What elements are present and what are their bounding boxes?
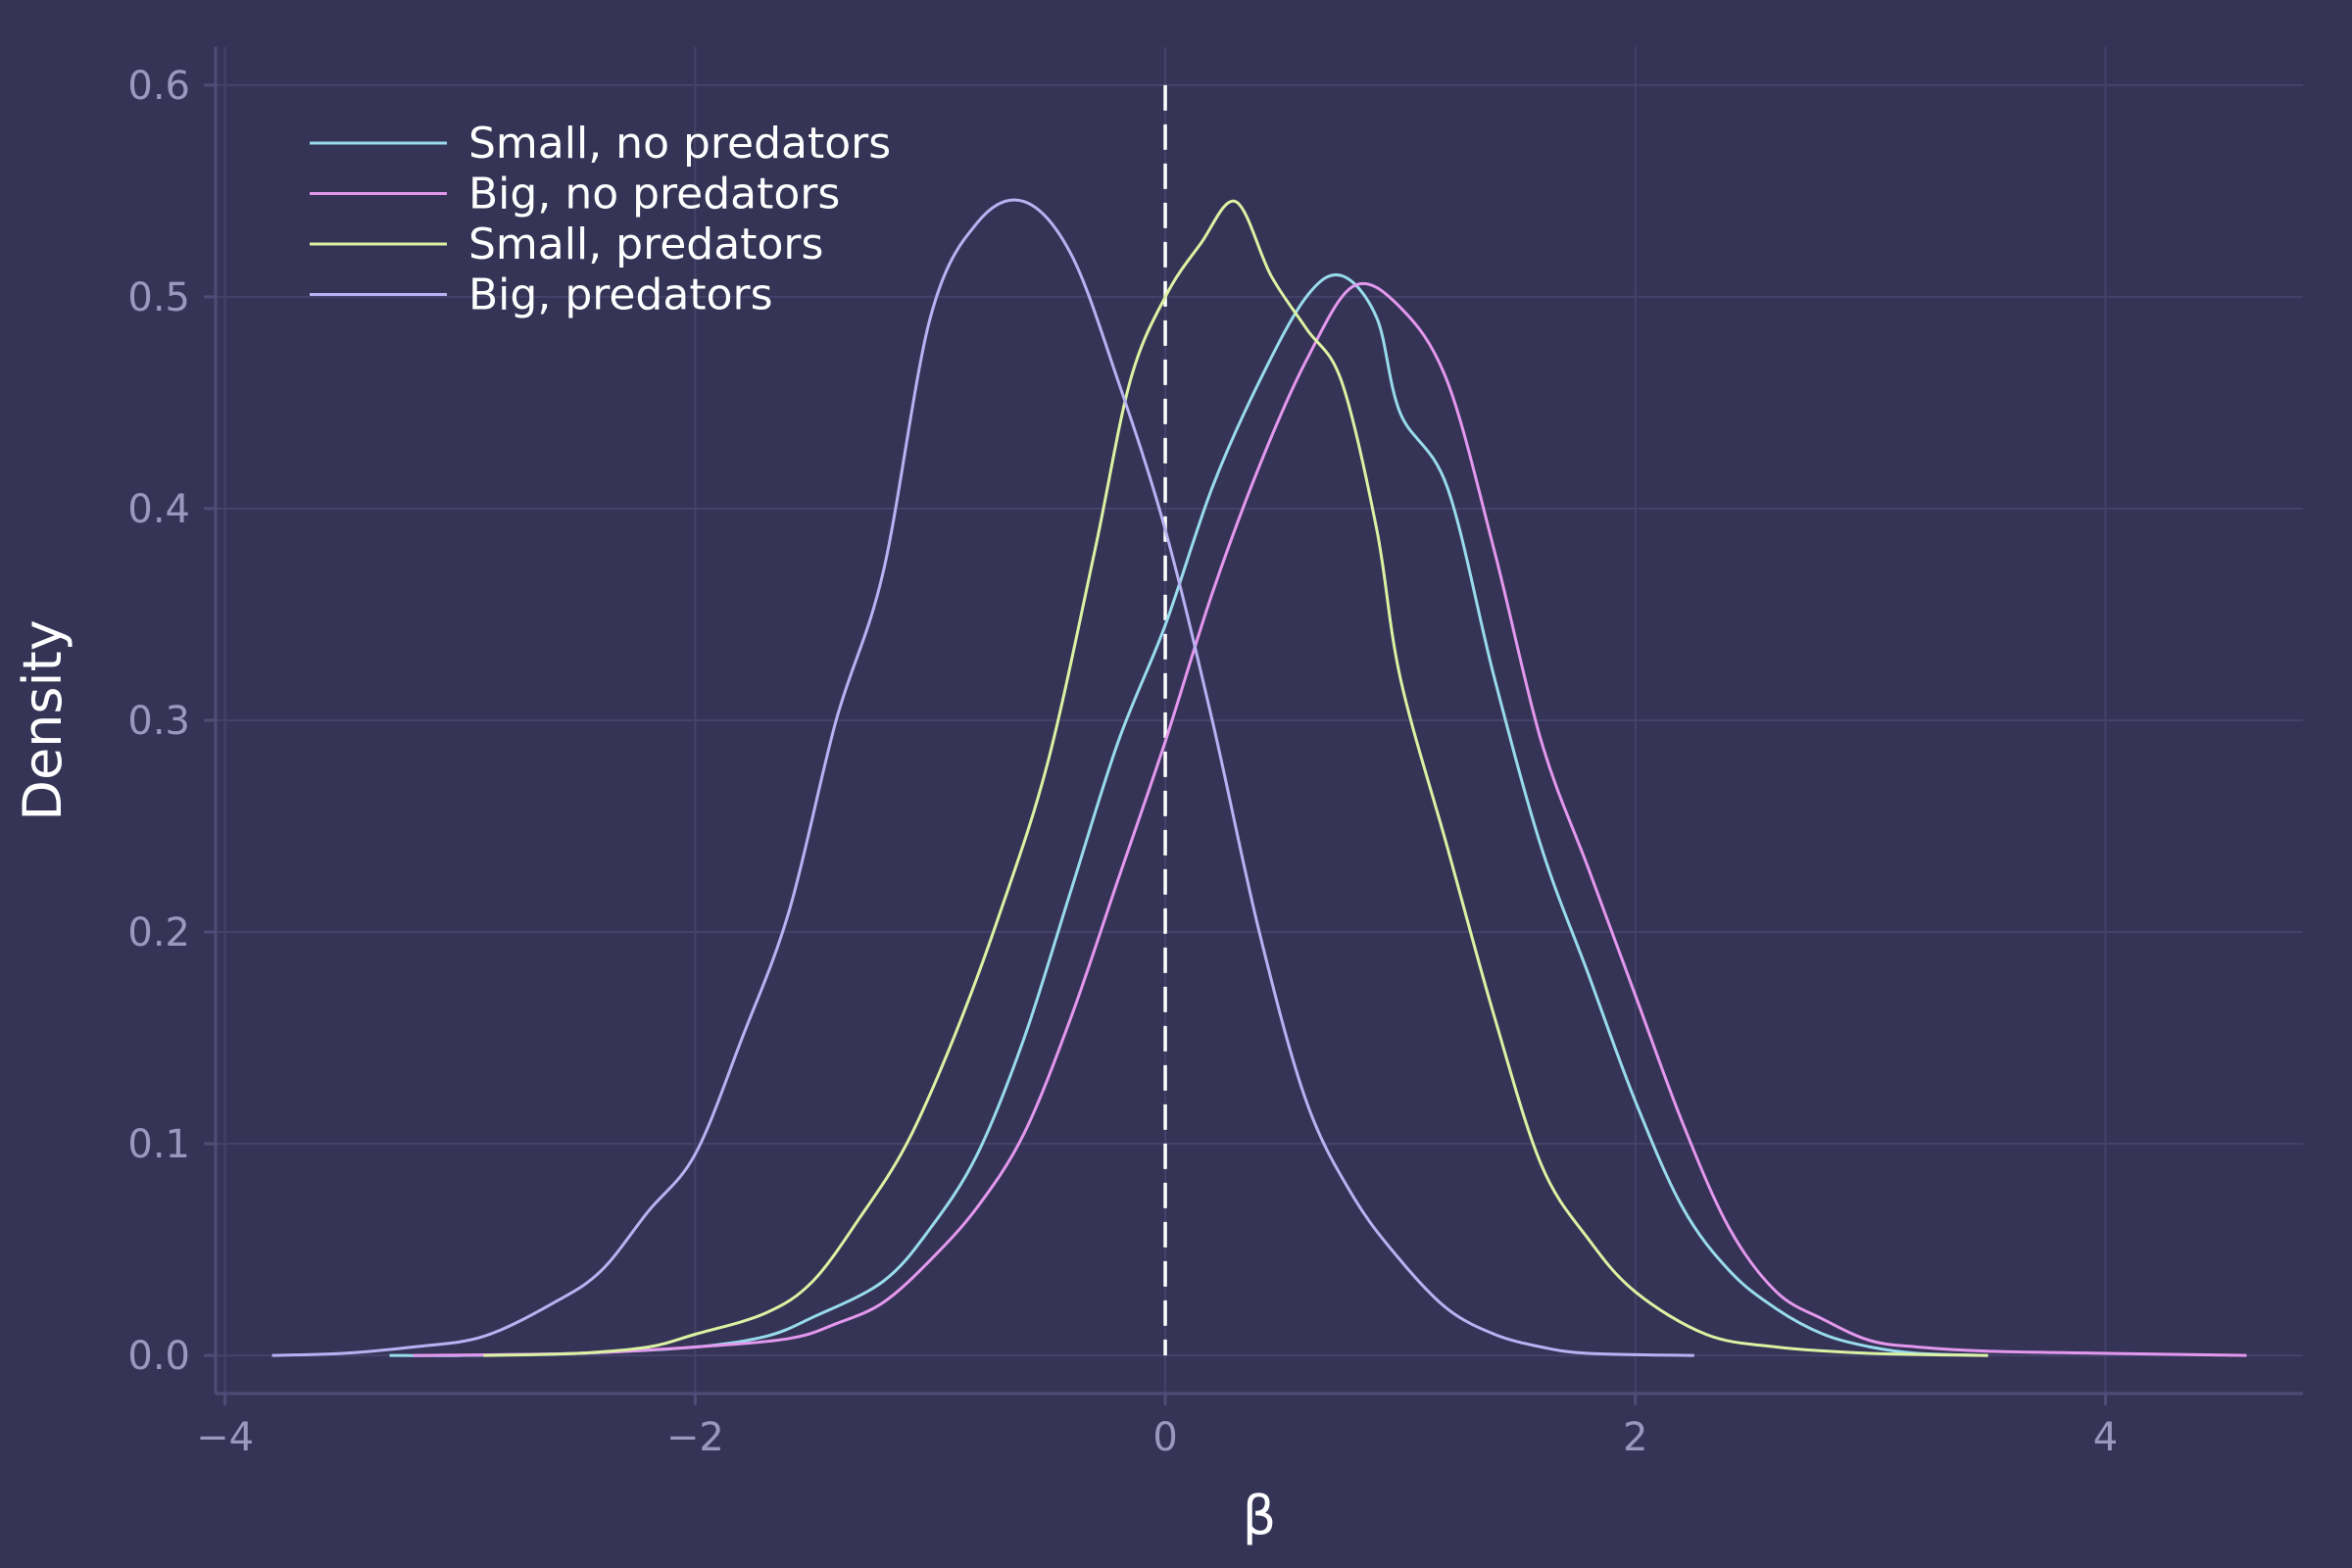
series-line-1 (389, 272, 1988, 1357)
y-tick-label: 0.6 (127, 64, 190, 109)
series-line-3 (483, 199, 1988, 1357)
x-tick-label: 0 (1152, 1415, 1177, 1460)
legend-label-2: Big, no predators (468, 170, 840, 220)
y-axis-label: Density (12, 619, 74, 820)
y-tick-label: 0.3 (127, 699, 190, 744)
axes (204, 47, 2303, 1405)
y-tick-label: 0.5 (127, 275, 190, 320)
y-tick-label: 0.2 (127, 910, 190, 956)
y-tick-label: 0.4 (127, 487, 190, 532)
tick-labels: −4 −2 0 2 4 0.0 0.1 0.2 0.3 0.4 0.5 0.6 (127, 64, 2118, 1460)
y-tick-label: 0.0 (127, 1334, 190, 1379)
series-line-2 (413, 281, 2247, 1357)
grid-lines (216, 47, 2303, 1394)
series-group (271, 198, 2247, 1357)
y-tick-label: 0.1 (127, 1122, 190, 1167)
x-tick-label: 2 (1623, 1415, 1647, 1460)
legend-label-4: Big, predators (468, 270, 773, 320)
legend-label-3: Small, predators (468, 220, 823, 270)
x-tick-label: 4 (2093, 1415, 2118, 1460)
legend-label-1: Small, no predators (468, 119, 891, 169)
x-tick-label: −4 (196, 1415, 254, 1460)
x-axis-label: β (1243, 1485, 1276, 1546)
x-tick-label: −2 (666, 1415, 724, 1460)
series-line-4 (271, 198, 1694, 1357)
